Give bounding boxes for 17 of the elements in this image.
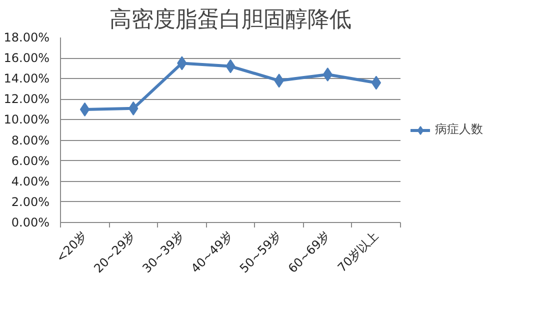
point <box>80 102 90 116</box>
y-tick-label: 8.00% <box>11 133 50 148</box>
y-tick-label: 16.00% <box>4 51 50 66</box>
y-tick-label: 10.00% <box>4 112 50 127</box>
y-tick-label: 12.00% <box>4 92 50 106</box>
y-tick-label: 6.00% <box>11 154 50 168</box>
y-tick-label: 18.00% <box>4 30 50 44</box>
y-tick-label: 4.00% <box>11 174 50 188</box>
point <box>371 76 382 90</box>
point <box>322 68 332 82</box>
x-tick-label: 70岁以上 <box>335 228 382 275</box>
x-tick-label: <20岁 <box>53 228 90 265</box>
y-tick-label: 0.00% <box>11 216 50 230</box>
y-tick-label: 2.00% <box>11 194 50 209</box>
y-tick-label: 14.00% <box>4 72 50 86</box>
legend-label: 病症人数 <box>435 121 483 138</box>
chart-title: 高密度脂蛋白胆固醇降低 <box>110 8 352 32</box>
